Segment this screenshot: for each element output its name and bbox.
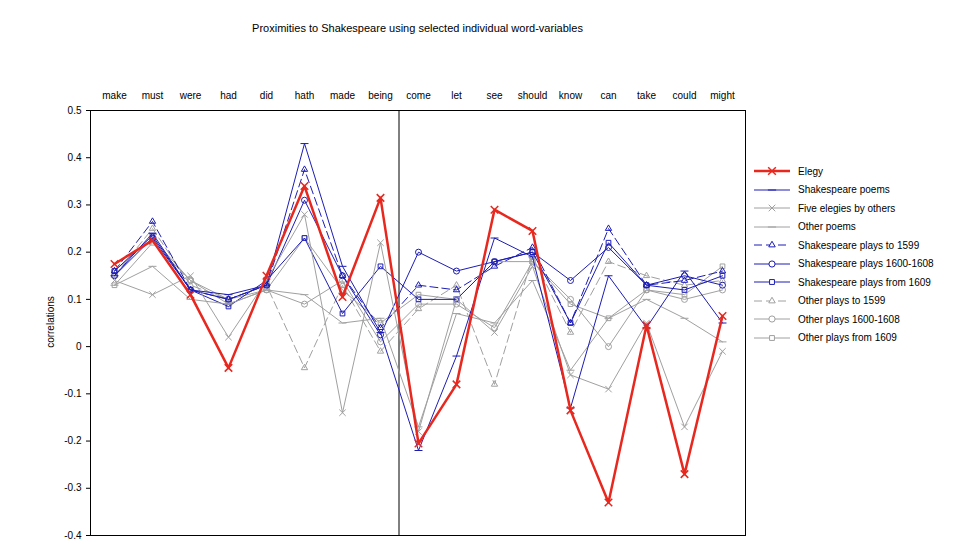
svg-text:hath: hath — [295, 90, 314, 101]
html-text:Shakespeare plays 1600-1608: Shakespeare plays 1600-1608 — [798, 258, 934, 270]
html-text:Other plays from 1609: Other plays from 1609 — [798, 332, 897, 344]
svg-text:0.5: 0.5 — [68, 105, 82, 116]
svg-text:-0.1: -0.1 — [64, 388, 82, 399]
svg-text:make: make — [102, 90, 127, 101]
svg-text:0: 0 — [76, 341, 82, 352]
html-text:Other plays to 1599: Other plays to 1599 — [798, 295, 886, 307]
svg-text:might: might — [710, 90, 735, 101]
html-text:Shakespeare plays to 1599: Shakespeare plays to 1599 — [798, 239, 920, 251]
svg-text:come: come — [406, 90, 431, 101]
svg-text:take: take — [637, 90, 656, 101]
svg-text:let: let — [451, 90, 462, 101]
svg-text:0.3: 0.3 — [68, 199, 82, 210]
svg-text:had: had — [220, 90, 237, 101]
svg-text:-0.4: -0.4 — [64, 530, 82, 541]
svg-text:being: being — [368, 90, 392, 101]
html-text:Proximities to Shakespeare usi: Proximities to Shakespeare using selecte… — [252, 22, 583, 34]
html-text:Shakespeare poems: Shakespeare poems — [798, 184, 890, 196]
svg-text:did: did — [260, 90, 273, 101]
html-text:Shakespeare plays from 1609: Shakespeare plays from 1609 — [798, 276, 931, 288]
svg-text:must: must — [142, 90, 164, 101]
html-text:correlations: correlations — [44, 296, 56, 348]
svg-text:made: made — [330, 90, 355, 101]
svg-text:could: could — [673, 90, 697, 101]
html-text:Other plays 1600-1608: Other plays 1600-1608 — [798, 313, 900, 325]
html-text:Elegy: Elegy — [798, 165, 823, 177]
svg-text:0.1: 0.1 — [68, 294, 82, 305]
svg-text:should: should — [518, 90, 547, 101]
svg-text:know: know — [559, 90, 583, 101]
svg-text:-0.2: -0.2 — [64, 435, 82, 446]
html-text:Five elegies by others: Five elegies by others — [798, 202, 896, 214]
svg-text:see: see — [486, 90, 503, 101]
svg-text:were: were — [179, 90, 202, 101]
svg-text:0.4: 0.4 — [68, 152, 82, 163]
svg-text:0.2: 0.2 — [68, 246, 82, 257]
svg-text:can: can — [600, 90, 616, 101]
svg-text:-0.3: -0.3 — [64, 482, 82, 493]
html-text:Other poems: Other poems — [798, 221, 856, 233]
